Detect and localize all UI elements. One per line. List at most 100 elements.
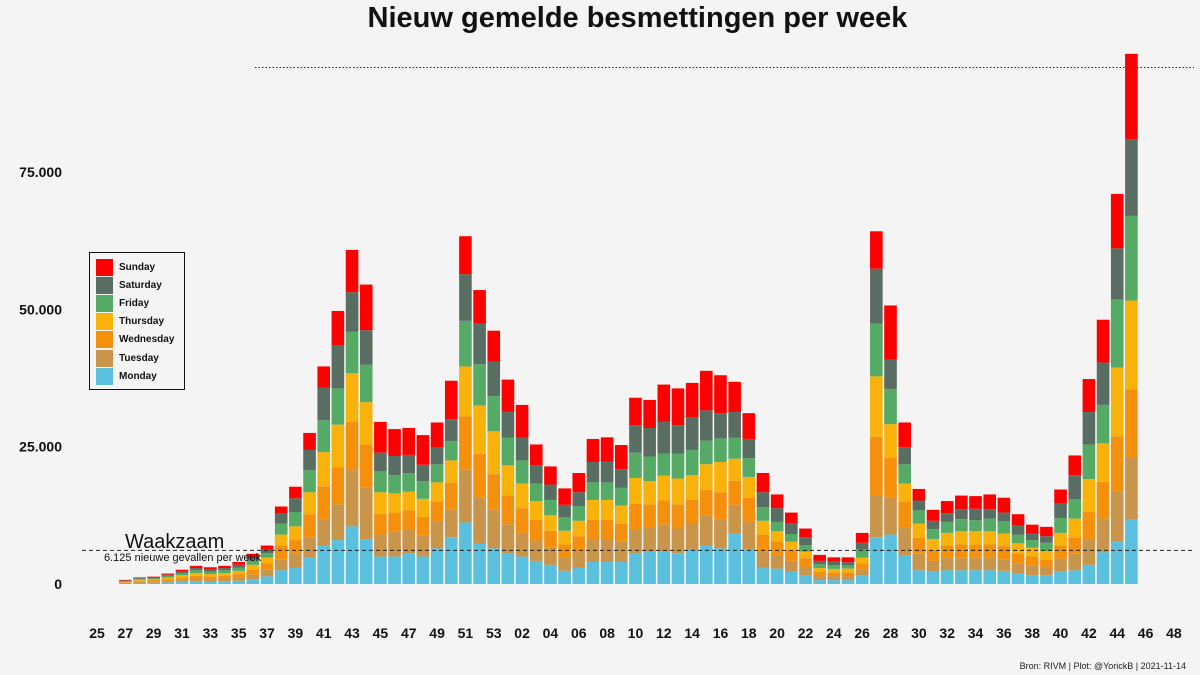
bar-segment-tuesday-week-38 (274, 559, 288, 571)
bar-segment-monday-week-04 (544, 564, 557, 584)
bar-segment-wednesday-week-29 (898, 501, 911, 528)
legend-item-friday: Friday (90, 294, 184, 312)
bar-segment-saturday-week-32 (189, 568, 203, 571)
bar-segment-friday-week-42 (331, 388, 345, 425)
bar-segment-tuesday-week-05 (558, 557, 571, 571)
bar-segment-tuesday-week-39 (289, 553, 302, 568)
bar-segment-sunday-week-29 (147, 576, 160, 578)
bar-segment-wednesday-week-07 (586, 519, 600, 540)
bar-segment-tuesday-week-02 (515, 532, 529, 557)
bar-segment-wednesday-week-05 (558, 544, 571, 558)
bars-layer (119, 53, 1138, 584)
bar-segment-tuesday-week-34 (218, 578, 231, 582)
bar-segment-sunday-week-14 (685, 382, 699, 417)
bar-segment-sunday-week-38 (274, 506, 288, 514)
bar-segment-wednesday-week-33 (204, 576, 217, 580)
bar-segment-thursday-week-05 (558, 530, 571, 545)
bar-segment-friday-week-45 (1125, 215, 1138, 301)
bar-segment-saturday-week-43 (1096, 362, 1110, 405)
legend-item-sunday: Sunday (90, 258, 184, 276)
bar-segment-friday-week-27 (870, 323, 883, 377)
bar-segment-monday-week-19 (756, 567, 770, 584)
bar-segment-tuesday-week-29 (898, 527, 911, 556)
bar-segment-monday-week-14 (685, 549, 699, 584)
bar-segment-monday-week-44 (1110, 541, 1124, 584)
x-tick-label: 02 (514, 625, 530, 641)
bar-segment-thursday-week-35 (983, 531, 997, 545)
bar-segment-wednesday-week-36 (997, 546, 1011, 560)
bar-segment-wednesday-week-28 (884, 457, 897, 498)
bar-segment-monday-week-39 (1040, 575, 1053, 584)
source-caption: Bron: RIVM | Plot: @YorickB | 2021-11-14 (1019, 661, 1186, 671)
bar-segment-sunday-week-38 (1025, 524, 1039, 534)
bar-segment-thursday-week-52 (473, 405, 486, 454)
bar-segment-thursday-week-34 (218, 573, 231, 576)
bar-segment-thursday-week-44 (1110, 367, 1124, 437)
bar-segment-friday-week-30 (161, 575, 175, 578)
legend-item-saturday: Saturday (90, 276, 184, 294)
bar-segment-monday-week-51 (459, 522, 472, 584)
bar-segment-wednesday-week-12 (657, 500, 671, 525)
bar-segment-thursday-week-36 (997, 533, 1011, 547)
bar-segment-thursday-week-03 (529, 501, 543, 520)
x-tick-label: 42 (1081, 625, 1097, 641)
bar-segment-thursday-week-15 (700, 464, 713, 491)
bar-segment-thursday-week-10 (629, 477, 642, 504)
bar-segment-thursday-week-14 (685, 475, 699, 500)
bar-segment-wednesday-week-37 (260, 563, 274, 570)
bar-segment-sunday-week-06 (572, 473, 586, 493)
bar-segment-sunday-week-17 (728, 381, 741, 413)
bar-segment-saturday-week-16 (714, 413, 727, 439)
bar-segment-friday-week-34 (969, 520, 982, 532)
bar-segment-sunday-week-36 (246, 553, 260, 558)
bar-segment-sunday-week-37 (260, 545, 274, 550)
bar-segment-monday-week-33 (204, 581, 217, 584)
bar-segment-saturday-week-41 (1068, 475, 1082, 500)
bar-segment-sunday-week-08 (600, 437, 614, 462)
bar-segment-thursday-week-53 (487, 431, 501, 475)
bar-segment-tuesday-week-29 (147, 581, 160, 583)
bar-segment-saturday-week-39 (289, 498, 302, 513)
bar-segment-friday-week-03 (529, 483, 543, 502)
bar-segment-sunday-week-27 (870, 231, 883, 269)
bar-segment-thursday-week-41 (1068, 518, 1082, 538)
bar-segment-tuesday-week-50 (444, 509, 458, 538)
x-axis-ticks: 25 27 29 31 33 35 37 39 41 43 45 47 49 51 53 02 04 06 08 10… (89, 625, 1182, 641)
bar-segment-saturday-week-29 (898, 447, 911, 465)
bar-segment-thursday-week-26 (855, 557, 869, 564)
bar-segment-saturday-week-33 (204, 569, 217, 572)
bar-segment-wednesday-week-17 (728, 480, 741, 505)
bar-segment-friday-week-08 (600, 482, 614, 500)
bar-segment-wednesday-week-27 (870, 436, 883, 496)
bar-segment-monday-week-26 (855, 575, 869, 584)
bar-segment-tuesday-week-18 (742, 521, 756, 550)
x-tick-label: 16 (713, 625, 729, 641)
bar-segment-monday-week-28 (884, 534, 897, 584)
bar-segment-sunday-week-53 (487, 330, 501, 362)
bar-segment-saturday-week-36 (997, 512, 1011, 522)
bar-segment-saturday-week-45 (374, 452, 387, 472)
bar-segment-sunday-week-16 (714, 375, 727, 414)
bar-segment-friday-week-40 (1054, 518, 1067, 533)
bar-segment-friday-week-34 (218, 570, 231, 574)
bar-segment-saturday-week-38 (1025, 533, 1039, 541)
legend-swatch (96, 367, 113, 385)
bar-segment-saturday-week-12 (657, 421, 671, 454)
x-tick-label: 49 (429, 625, 445, 641)
bar-segment-saturday-week-28 (133, 577, 146, 579)
bar-segment-saturday-week-47 (402, 454, 416, 474)
bar-segment-friday-week-41 (317, 420, 331, 453)
bar-segment-thursday-week-37 (1011, 543, 1025, 554)
bar-segment-thursday-week-43 (345, 373, 359, 422)
bar-segment-monday-week-32 (940, 570, 954, 584)
x-tick-label: 34 (968, 625, 984, 641)
bar-segment-monday-week-28 (133, 582, 146, 584)
bar-segment-tuesday-week-35 (232, 577, 245, 581)
bar-segment-thursday-week-33 (955, 531, 968, 545)
bar-segment-sunday-week-42 (331, 310, 345, 346)
bar-segment-tuesday-week-44 (1110, 491, 1124, 542)
bar-segment-friday-week-07 (586, 482, 600, 500)
bar-segment-wednesday-week-45 (1125, 389, 1138, 458)
bar-segment-tuesday-week-37 (260, 569, 274, 577)
x-tick-label: 30 (911, 625, 927, 641)
